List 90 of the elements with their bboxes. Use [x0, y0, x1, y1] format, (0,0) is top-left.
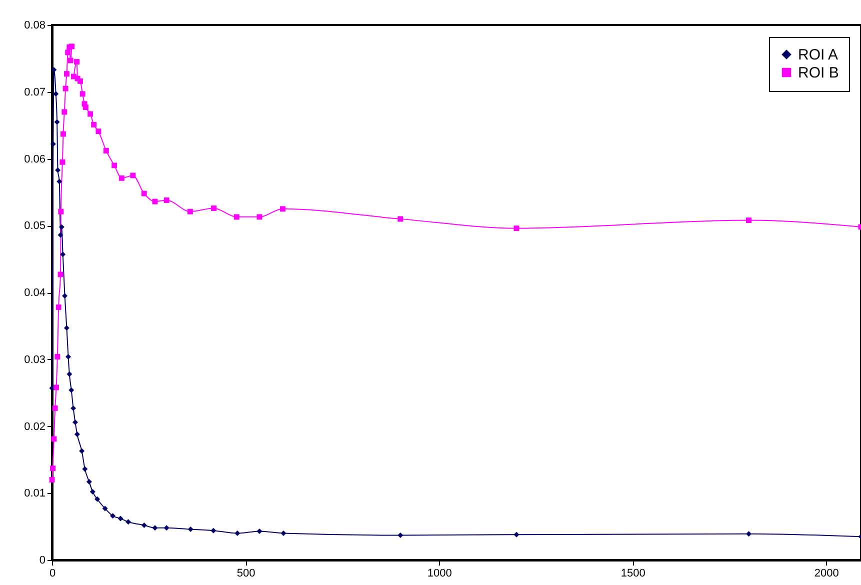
point: [746, 218, 752, 224]
point: [69, 44, 74, 50]
point: [280, 530, 286, 536]
point: [126, 519, 131, 525]
point: [130, 172, 136, 178]
point: [58, 208, 64, 214]
point: [280, 206, 286, 212]
point: [80, 91, 86, 97]
y-tick-label: 0: [39, 554, 46, 566]
point: [54, 354, 60, 360]
point: [141, 190, 147, 196]
point: [60, 159, 66, 165]
point: [54, 119, 60, 125]
point: [164, 197, 170, 203]
point: [60, 131, 66, 137]
point: [64, 325, 70, 331]
point: [56, 304, 62, 310]
point: [74, 59, 80, 65]
point: [188, 526, 194, 532]
point: [398, 532, 404, 538]
point: [66, 354, 71, 360]
legend-label: ROI A: [798, 46, 838, 64]
point: [62, 109, 68, 115]
point: [55, 167, 61, 173]
y-tick-label: 0.03: [24, 354, 46, 366]
point: [52, 405, 58, 411]
legend-label: ROI B: [798, 64, 839, 82]
y-tick-label: 0.04: [24, 287, 46, 299]
point: [86, 479, 92, 484]
point: [79, 448, 85, 454]
point: [94, 496, 100, 502]
point: [54, 384, 59, 390]
point: [164, 525, 170, 531]
point: [256, 214, 262, 220]
point: [234, 214, 240, 220]
y-tick-label: 0.02: [24, 420, 46, 433]
point: [141, 522, 147, 528]
point: [68, 387, 74, 393]
point: [82, 466, 88, 472]
point: [58, 232, 64, 238]
point: [64, 71, 70, 77]
point: [118, 516, 124, 522]
point: [118, 175, 124, 181]
point: [51, 436, 57, 442]
point: [74, 432, 80, 438]
point: [50, 141, 56, 147]
point: [210, 528, 216, 534]
y-tick-label: 0.07: [24, 86, 46, 98]
point: [62, 293, 68, 299]
point: [72, 420, 78, 425]
point: [88, 111, 94, 117]
point: [70, 405, 76, 411]
x-tick-label: 1000: [427, 568, 452, 580]
y-tick-label: 0.05: [24, 220, 46, 232]
point: [82, 104, 88, 110]
point: [90, 489, 96, 495]
point: [103, 148, 109, 154]
point: [62, 86, 68, 92]
point: [514, 532, 520, 538]
point: [398, 216, 404, 222]
point: [152, 525, 158, 531]
point: [256, 528, 262, 534]
point: [68, 58, 74, 64]
x-tick-label: 1500: [620, 568, 646, 580]
point: [746, 531, 752, 537]
point: [234, 530, 240, 536]
point: [66, 371, 72, 377]
point: [514, 226, 520, 232]
x-tick-label: 500: [236, 568, 256, 580]
y-tick-label: 0.06: [24, 153, 46, 166]
point: [102, 506, 108, 512]
y-tick-label: 0.08: [24, 20, 46, 32]
point: [187, 208, 193, 214]
y-tick-label: 0.01: [24, 488, 46, 500]
point: [56, 178, 62, 184]
point: [60, 252, 66, 258]
x-tick-label: 2000: [814, 568, 839, 580]
point: [50, 466, 56, 472]
point: [65, 50, 71, 56]
point: [152, 198, 158, 204]
point: [91, 122, 97, 128]
point: [58, 224, 64, 230]
point: [96, 128, 102, 134]
point: [78, 78, 83, 84]
point: [211, 206, 217, 211]
point: [49, 477, 55, 482]
point: [110, 513, 116, 519]
point: [112, 162, 118, 168]
point: [58, 272, 64, 278]
x-tick-label: 0: [49, 568, 56, 580]
